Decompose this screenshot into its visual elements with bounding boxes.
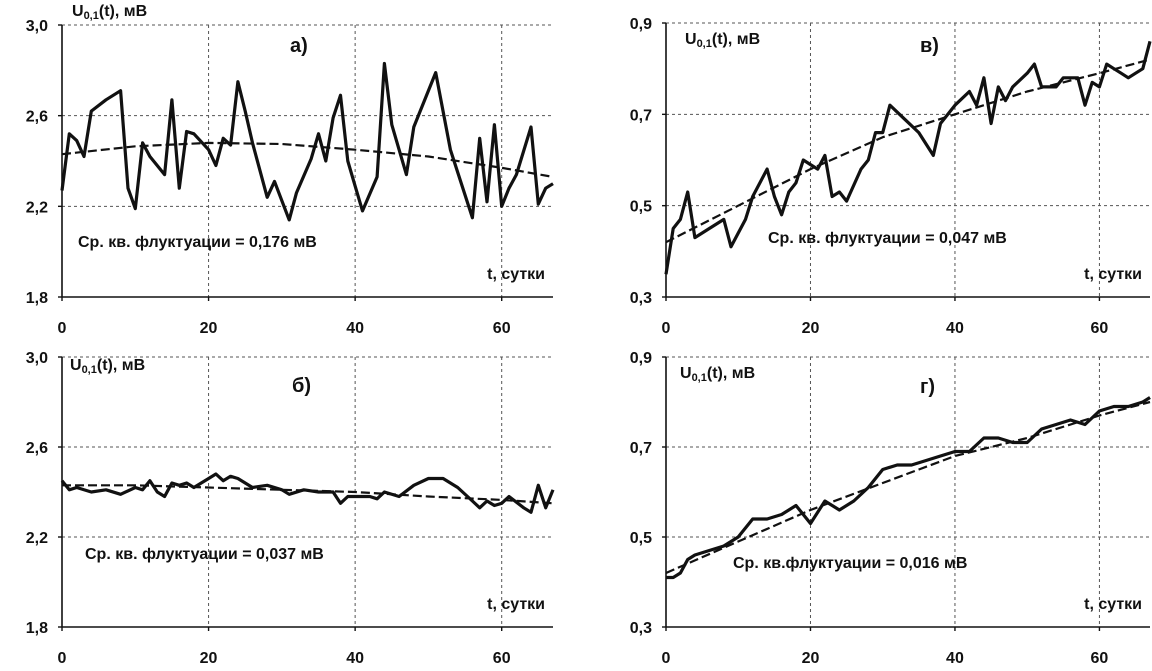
x-tick-label: 0: [58, 320, 67, 337]
x-tick-label: 60: [493, 650, 511, 667]
fluctuation-annotation: Ср. кв. флуктуации = 0,037 мВ: [85, 546, 324, 563]
panel-tag: в): [920, 35, 939, 57]
x-axis-label: t, сутки: [1084, 266, 1142, 283]
trend-line: [665, 400, 1151, 575]
x-tick-label: 20: [200, 650, 218, 667]
y-tick-label: 2,2: [26, 199, 48, 216]
y-tick-label: 1,8: [26, 290, 48, 307]
y-tick-label: 2,2: [26, 530, 48, 547]
panel-tag: а): [290, 35, 308, 57]
panel-tag: б): [292, 375, 311, 397]
trend-line: [61, 141, 554, 178]
y-axis-label: U0,1(t), мВ: [685, 31, 760, 50]
y-tick-label: 0,5: [630, 199, 652, 216]
y-axis-label: U0,1(t), мВ: [72, 3, 147, 22]
x-tick-label: 40: [946, 650, 964, 667]
x-axis-label: t, сутки: [487, 266, 545, 283]
x-tick-label: 20: [802, 320, 820, 337]
x-tick-label: 0: [662, 650, 671, 667]
y-axis-label: U0,1(t), мВ: [680, 365, 755, 384]
y-tick-label: 2,6: [26, 109, 48, 126]
x-tick-label: 40: [946, 320, 964, 337]
x-tick-label: 0: [662, 320, 671, 337]
x-tick-label: 60: [1091, 650, 1109, 667]
y-tick-label: 0,5: [630, 530, 652, 547]
y-axis-label: U0,1(t), мВ: [70, 357, 145, 376]
y-tick-label: 3,0: [26, 350, 48, 367]
y-tick-label: 1,8: [26, 620, 48, 637]
y-tick-label: 0,9: [630, 350, 652, 367]
chart-panel-1: 1,8 2,2 2,6 3,0 0 20 40 60 U0,1(t), мВ а) Ср. кв. …: [26, 3, 554, 337]
y-tick-label: 0,7: [630, 440, 652, 457]
chart-panel-4: 0,3 0,5 0,7 0,9 0 20 40 60 U0,1(t), мВ г) Ср. кв.ф…: [630, 350, 1151, 667]
data-line: [60, 472, 555, 514]
x-tick-label: 60: [493, 320, 511, 337]
y-tick-label: 0,9: [630, 16, 652, 33]
fluctuation-annotation: Ср. кв.флуктуации = 0,016 мВ: [733, 555, 967, 572]
x-tick-label: 60: [1091, 320, 1109, 337]
x-tick-label: 40: [346, 650, 364, 667]
trend-line: [665, 58, 1151, 244]
data-line: [666, 396, 1151, 580]
fluctuation-annotation: Ср. кв. флуктуации = 0,176 мВ: [78, 234, 317, 251]
fluctuation-annotation: Ср. кв. флуктуации = 0,047 мВ: [768, 230, 1007, 247]
y-tick-label: 0,3: [630, 620, 652, 637]
y-tick-label: 3,0: [26, 18, 48, 35]
y-tick-label: 0,3: [630, 290, 652, 307]
x-tick-label: 0: [58, 650, 67, 667]
x-axis-label: t, сутки: [1084, 596, 1142, 613]
data-line: [664, 40, 1152, 275]
x-tick-label: 20: [200, 320, 218, 337]
chart-panel-2: 1,8 2,2 2,6 3,0 0 20 40 60 U0,1(t), мВ б) Ср. кв. …: [26, 350, 555, 667]
y-tick-label: 0,7: [630, 107, 652, 124]
trend-line: [62, 484, 554, 505]
x-tick-label: 20: [802, 650, 820, 667]
chart-panel-3: 0,3 0,5 0,7 0,9 0 20 40 60 U0,1(t), мВ в) Ср. кв. …: [630, 16, 1152, 337]
x-axis-label: t, сутки: [487, 596, 545, 613]
y-tick-label: 2,6: [26, 440, 48, 457]
panel-tag: г): [920, 376, 935, 398]
data-line: [60, 61, 554, 222]
x-tick-label: 40: [346, 320, 364, 337]
